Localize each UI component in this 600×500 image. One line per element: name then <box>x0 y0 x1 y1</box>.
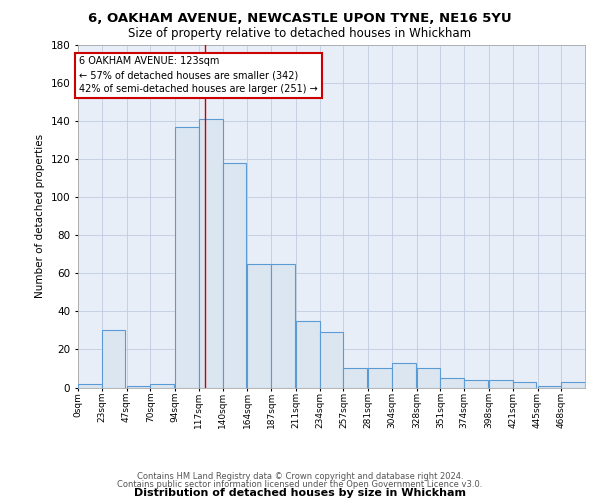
Text: Distribution of detached houses by size in Whickham: Distribution of detached houses by size … <box>134 488 466 498</box>
Bar <box>247 264 271 388</box>
Bar <box>78 384 102 388</box>
Text: 6 OAKHAM AVENUE: 123sqm
← 57% of detached houses are smaller (342)
42% of semi-d: 6 OAKHAM AVENUE: 123sqm ← 57% of detache… <box>79 56 318 94</box>
Bar <box>368 368 392 388</box>
Bar <box>464 380 488 388</box>
Bar <box>416 368 440 388</box>
Bar <box>175 127 199 388</box>
Bar <box>561 382 585 388</box>
Bar <box>513 382 536 388</box>
Text: Contains HM Land Registry data © Crown copyright and database right 2024.: Contains HM Land Registry data © Crown c… <box>137 472 463 481</box>
Bar <box>271 264 295 388</box>
Text: Size of property relative to detached houses in Whickham: Size of property relative to detached ho… <box>128 28 472 40</box>
Bar <box>102 330 125 388</box>
Bar <box>489 380 513 388</box>
Bar <box>127 386 150 388</box>
Text: Contains public sector information licensed under the Open Government Licence v3: Contains public sector information licen… <box>118 480 482 489</box>
Bar <box>320 332 343 388</box>
Bar <box>296 321 320 388</box>
Bar <box>199 119 223 388</box>
Bar <box>150 384 174 388</box>
Text: 6, OAKHAM AVENUE, NEWCASTLE UPON TYNE, NE16 5YU: 6, OAKHAM AVENUE, NEWCASTLE UPON TYNE, N… <box>88 12 512 26</box>
Bar <box>343 368 367 388</box>
Bar <box>223 163 247 388</box>
Bar <box>392 363 416 388</box>
Bar <box>440 378 464 388</box>
Y-axis label: Number of detached properties: Number of detached properties <box>35 134 45 298</box>
Bar <box>538 386 561 388</box>
